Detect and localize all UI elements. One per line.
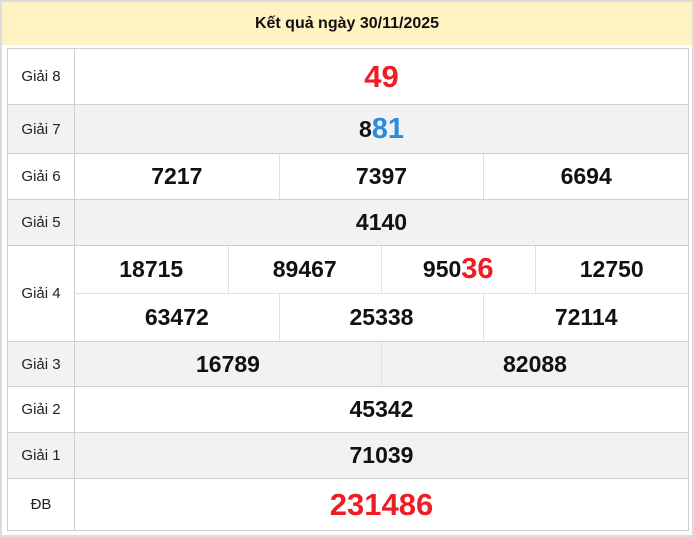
prize-numbers: 8 81: [75, 105, 688, 153]
prize-number: 63472: [75, 294, 279, 341]
number-line: 231486: [75, 479, 688, 530]
number-prefix: 45342: [349, 396, 414, 422]
number-highlight: 36: [461, 253, 494, 285]
prize-number: 49: [75, 49, 688, 104]
prize-numbers: 7217 7397 6694: [75, 154, 688, 199]
prize-numbers: 231486: [75, 479, 688, 530]
prize-numbers: 71039: [75, 433, 688, 478]
prize-row: Giải 1 71039: [8, 433, 688, 479]
prize-number: 89467: [227, 246, 382, 293]
number-line: 63472 25338 72114: [75, 293, 688, 341]
number-prefix: 63472: [144, 304, 209, 330]
prize-numbers: 18715 89467 950 36 12750 63472 25338 72114: [75, 246, 688, 341]
number-highlight: 231486: [329, 486, 434, 522]
prize-label: Giải 7: [8, 105, 75, 153]
number-prefix: 7397: [355, 163, 408, 189]
number-line: 71039: [75, 433, 688, 478]
prize-label: Giải 2: [8, 387, 75, 432]
number-line: 49: [75, 49, 688, 104]
prize-label: Giải 3: [8, 342, 75, 386]
prize-numbers: 49: [75, 49, 688, 104]
number-line: 16789 82088: [75, 342, 688, 386]
number-highlight: 49: [364, 58, 399, 94]
prize-row: Giải 7 8 81: [8, 105, 688, 154]
number-prefix: 7217: [151, 163, 203, 189]
prize-label: Giải 1: [8, 433, 75, 478]
prize-row: ĐB 231486: [8, 479, 688, 531]
prize-row: Giải 5 4140: [8, 200, 688, 246]
prize-number: 72114: [483, 294, 688, 341]
prize-row: Giải 4 18715 89467 950 36 12750 63472 25338 7211…: [8, 246, 688, 342]
prize-label: Giải 5: [8, 200, 75, 245]
prize-row: Giải 3 16789 82088: [8, 342, 688, 387]
number-prefix: 82088: [503, 350, 567, 377]
prize-label: Giải 8: [8, 49, 75, 104]
prize-number: 18715: [75, 246, 228, 293]
number-prefix: 71039: [349, 442, 414, 468]
prize-numbers: 4140: [75, 200, 688, 245]
number-prefix: 12750: [579, 256, 644, 282]
prize-numbers: 45342: [75, 387, 688, 432]
prize-label: Giải 6: [8, 154, 75, 199]
number-line: 45342: [75, 387, 688, 432]
number-prefix: 4140: [355, 209, 408, 235]
prize-number: 231486: [75, 479, 688, 530]
prize-number: 71039: [75, 433, 688, 478]
prize-number: 7217: [75, 154, 279, 199]
prize-number: 6694: [483, 154, 688, 199]
number-highlight: 81: [371, 112, 405, 145]
prize-number: 12750: [534, 246, 689, 293]
prize-row: Giải 6 7217 7397 6694: [8, 154, 688, 200]
number-prefix: 6694: [560, 163, 612, 189]
results-title: Kết quả ngày 30/11/2025: [2, 2, 692, 45]
number-prefix: 72114: [554, 304, 618, 330]
results-table: Giải 8 49 Giải 7 8 81 Giải 6 7217 7397 6694 Giải …: [7, 48, 689, 531]
prize-number: 950 36: [381, 246, 535, 293]
number-line: 18715 89467 950 36 12750: [75, 246, 688, 293]
number-line: 7217 7397 6694: [75, 154, 688, 199]
prize-number: 45342: [75, 387, 688, 432]
prize-number: 82088: [381, 342, 688, 386]
number-prefix: 25338: [349, 304, 414, 330]
prize-number: 25338: [278, 294, 484, 341]
prize-number: 4140: [75, 200, 688, 245]
number-line: 4140: [75, 200, 688, 245]
prize-numbers: 16789 82088: [75, 342, 688, 386]
number-prefix: 89467: [272, 256, 337, 282]
prize-number: 7397: [278, 154, 484, 199]
number-prefix: 16789: [196, 350, 260, 377]
prize-number: 16789: [75, 342, 381, 386]
number-prefix: 18715: [119, 256, 184, 282]
prize-label: ĐB: [8, 479, 75, 530]
prize-number: 8 81: [75, 105, 688, 153]
prize-row: Giải 8 49: [8, 49, 688, 105]
prize-row: Giải 2 45342: [8, 387, 688, 433]
prize-label: Giải 4: [8, 246, 75, 341]
number-prefix: 8: [358, 115, 372, 142]
number-prefix: 950: [422, 256, 462, 282]
number-line: 8 81: [75, 105, 688, 153]
